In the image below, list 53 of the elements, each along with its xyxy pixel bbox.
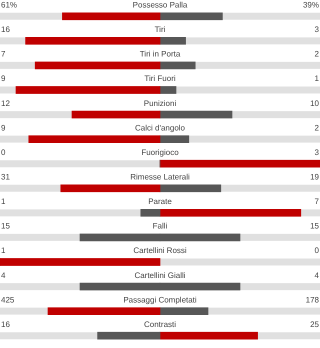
bar xyxy=(160,12,223,20)
annotation: 15 xyxy=(1,222,10,231)
annotation: 4 xyxy=(314,270,320,280)
bar xyxy=(160,86,176,94)
annotation: 4 xyxy=(1,270,6,280)
y-tick-label: Parate xyxy=(148,197,172,206)
y-tick-label: Possesso Palla xyxy=(132,0,188,10)
annotation: 31 xyxy=(1,172,10,182)
y-tick-label: Cartellini Rossi xyxy=(133,246,187,256)
annotation: 3 xyxy=(314,25,320,34)
bar xyxy=(160,184,222,192)
y-tick-label: Fuorigioco xyxy=(141,148,180,157)
annotation: 9 xyxy=(1,123,6,132)
bar xyxy=(160,37,186,45)
annotation: 25 xyxy=(310,320,320,329)
y-tick-label: Tiri Fuori xyxy=(144,74,176,84)
annotation: 3 xyxy=(314,148,320,157)
bar xyxy=(72,110,160,118)
annotation: 10 xyxy=(310,98,320,108)
annotation: 12 xyxy=(1,98,10,108)
bar xyxy=(62,12,160,20)
annotation: 15 xyxy=(310,222,320,231)
bar xyxy=(160,307,208,315)
y-tick-label: Falli xyxy=(152,222,168,231)
y-tick-label: Tiri xyxy=(154,25,166,34)
bar xyxy=(160,110,232,118)
bar xyxy=(160,135,190,143)
annotation: 2 xyxy=(314,50,320,59)
annotation: 9 xyxy=(1,74,6,84)
annotation: 1 xyxy=(1,246,6,256)
y-tick-label: Passaggi Completati xyxy=(123,295,197,304)
annotation: 1 xyxy=(1,197,6,206)
annotation: 2 xyxy=(314,123,320,132)
annotation: 0 xyxy=(314,246,320,256)
annotation: 1 xyxy=(314,74,320,84)
bar xyxy=(160,62,196,70)
annotation: 39% xyxy=(302,0,319,10)
y-tick-label: Rimesse Laterali xyxy=(130,172,190,182)
annotation: 7 xyxy=(1,50,6,59)
y-tick-label: Contrasti xyxy=(144,320,176,329)
y-tick-label: Calci d'angolo xyxy=(134,123,186,132)
y-tick-label: Punizioni xyxy=(144,98,176,108)
annotation: 16 xyxy=(1,25,10,34)
y-tick-label: Tiri in Porta xyxy=(140,50,181,59)
annotation: 0 xyxy=(1,148,6,157)
annotation: 7 xyxy=(314,197,320,206)
annotation: 178 xyxy=(306,295,320,304)
y-tick-label: Cartellini Gialli xyxy=(134,270,186,280)
annotation: 16 xyxy=(1,320,10,329)
annotation: 425 xyxy=(1,295,15,304)
annotation: 19 xyxy=(310,172,320,182)
bar xyxy=(60,184,160,192)
annotation: 61% xyxy=(1,0,18,10)
